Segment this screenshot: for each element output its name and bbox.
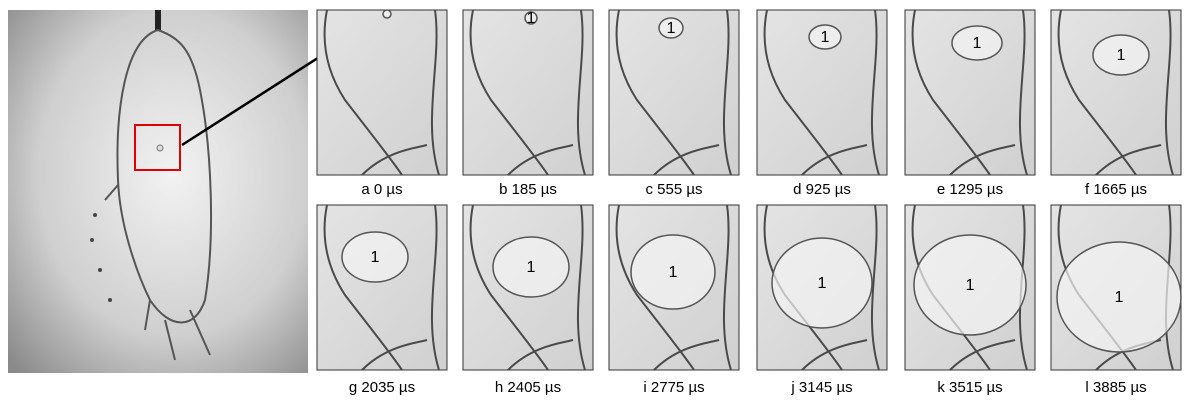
panel-caption: f 1665 µs (1085, 181, 1147, 198)
bubble-label: 1 (371, 249, 380, 266)
panel-caption: e 1295 µs (937, 181, 1003, 198)
bubble-label: 1 (818, 275, 827, 292)
panel-grid: a 0 µs 1 b 185 µs 1 c 555 µs 1 d 925 µs 1 e 1295… (317, 10, 1181, 396)
bubble-label: 1 (973, 35, 982, 52)
frame-panel: 1 c 555 µs (609, 10, 739, 198)
bubble (383, 10, 391, 18)
panel-caption: b 185 µs (499, 181, 557, 198)
panel-caption: j 3145 µs (790, 379, 852, 396)
bubble-label: 1 (527, 259, 536, 276)
frame-panel: 1 i 2775 µs (609, 205, 739, 396)
frame-panel: 1 k 3515 µs (905, 205, 1035, 396)
frame-panel: 1 j 3145 µs (757, 205, 887, 396)
panel-caption: k 3515 µs (937, 379, 1002, 396)
panel-image (317, 10, 447, 175)
frame-panel: 1 d 925 µs (757, 10, 887, 198)
panel-image (317, 205, 447, 370)
frame-panel: 1 l 3885 µs (1051, 205, 1181, 396)
panel-caption: c 555 µs (645, 181, 702, 198)
overview-image (8, 10, 308, 373)
bubble-label: 1 (669, 264, 678, 281)
panel-caption: d 925 µs (793, 181, 851, 198)
frame-panel: 1 e 1295 µs (905, 10, 1035, 198)
panel-caption: g 2035 µs (349, 379, 415, 396)
panel-caption: l 3885 µs (1085, 379, 1146, 396)
frame-panel: 1 h 2405 µs (463, 205, 593, 396)
figure: a 0 µs 1 b 185 µs 1 c 555 µs 1 d 925 µs 1 e 1295… (0, 0, 1187, 401)
frame-panel: 1 b 185 µs (463, 10, 593, 198)
bubble-label: 1 (1115, 289, 1124, 306)
panel-caption: a 0 µs (361, 181, 402, 198)
frame-panel: a 0 µs (317, 10, 447, 198)
bubble-label: 1 (667, 20, 676, 37)
bubble-label: 1 (1117, 47, 1126, 64)
bubble-label: 1 (966, 277, 975, 294)
panel-caption: h 2405 µs (495, 379, 561, 396)
bubble-label: 1 (527, 10, 536, 27)
panel-caption: i 2775 µs (643, 379, 704, 396)
panel-image (463, 10, 593, 175)
frame-panel: 1 g 2035 µs (317, 205, 447, 396)
bubble-label: 1 (821, 29, 830, 46)
frame-panel: 1 f 1665 µs (1051, 10, 1181, 198)
